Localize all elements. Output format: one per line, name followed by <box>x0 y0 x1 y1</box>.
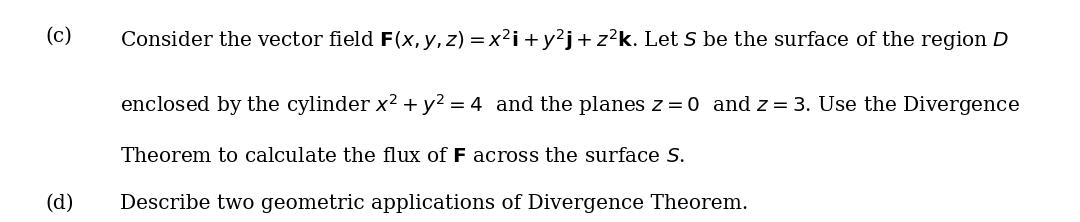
Text: Theorem to calculate the flux of $\mathbf{F}$ across the surface $S$.: Theorem to calculate the flux of $\mathb… <box>120 147 686 166</box>
Text: enclosed by the cylinder $x^2 + y^2 = 4$  and the planes $z = 0$  and $z = 3$. U: enclosed by the cylinder $x^2 + y^2 = 4$… <box>120 92 1020 118</box>
Text: (c): (c) <box>45 27 72 46</box>
Text: Consider the vector field $\mathbf{F}\left(x, y, z\right) = x^2\mathbf{i}+ y^2\m: Consider the vector field $\mathbf{F}\le… <box>120 27 1010 53</box>
Text: Describe two geometric applications of Divergence Theorem.: Describe two geometric applications of D… <box>120 194 748 213</box>
Text: (d): (d) <box>45 194 73 213</box>
